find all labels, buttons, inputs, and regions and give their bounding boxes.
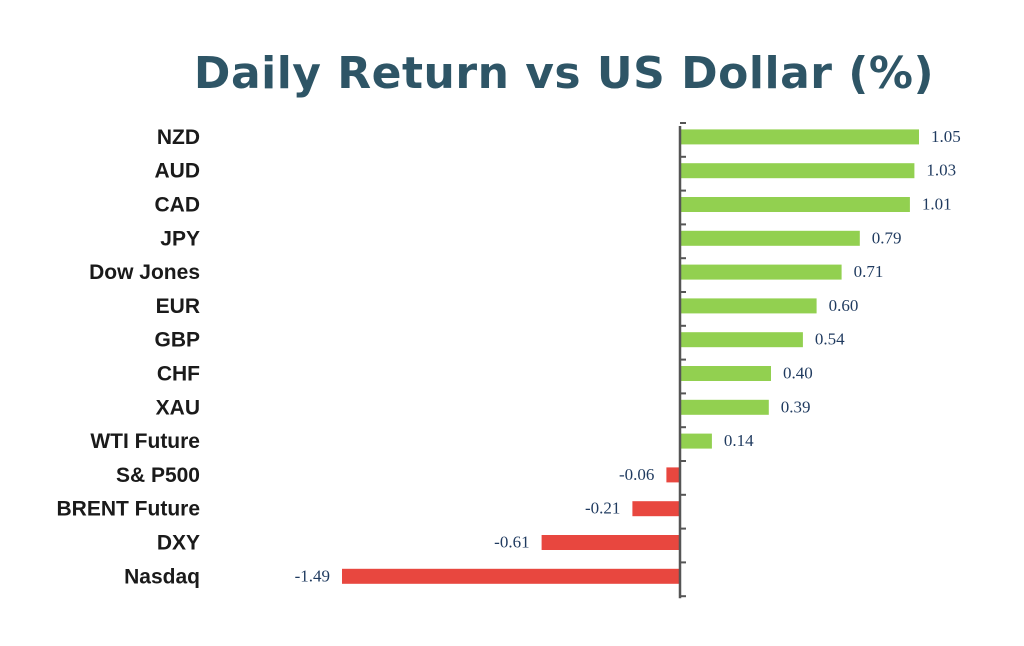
bar-jpy [680,230,860,246]
bar-s-p500 [666,467,680,483]
category-label: WTI Future [90,430,200,453]
category-label: DXY [157,532,200,555]
value-label: 1.05 [931,127,961,146]
bar-dxy [541,535,680,550]
category-label: Nasdaq [124,565,200,588]
bar-gbp [680,332,803,348]
value-label: 0.14 [724,431,754,450]
category-label: EUR [156,295,200,318]
category-label: JPY [160,227,200,250]
bar-aud [680,163,915,179]
category-label: BRENT Future [57,498,201,521]
category-label: AUD [155,160,201,183]
value-label: -1.49 [295,566,330,585]
value-label: 0.60 [829,296,859,315]
category-label: Dow Jones [89,261,200,284]
value-label: 0.54 [815,330,845,349]
category-label: XAU [156,396,200,419]
bar-brent-future [632,501,680,517]
bar-eur [680,298,817,314]
value-label: 1.03 [926,161,956,180]
chart-title: Daily Return vs US Dollar (%) [193,48,935,99]
category-label: CAD [155,194,201,217]
value-label: 0.40 [783,364,813,383]
category-label: GBP [154,329,200,352]
bar-xau [680,399,769,415]
category-label: NZD [157,126,200,149]
value-label: -0.61 [494,533,529,552]
bar-cad [680,197,910,212]
value-label: -0.21 [585,499,620,518]
value-label: -0.06 [619,465,654,484]
value-label: 0.79 [872,228,902,247]
bar-nasdaq [342,568,680,584]
value-label: 0.39 [781,397,811,416]
value-label: 0.71 [854,262,884,281]
category-label: S& P500 [116,464,200,487]
bar-wti-future [680,433,712,449]
bar-nzd [680,129,919,145]
bar-dow-jones [680,264,842,280]
bar-chf [680,366,771,381]
category-label: CHF [157,363,200,386]
value-label: 1.01 [922,195,952,214]
